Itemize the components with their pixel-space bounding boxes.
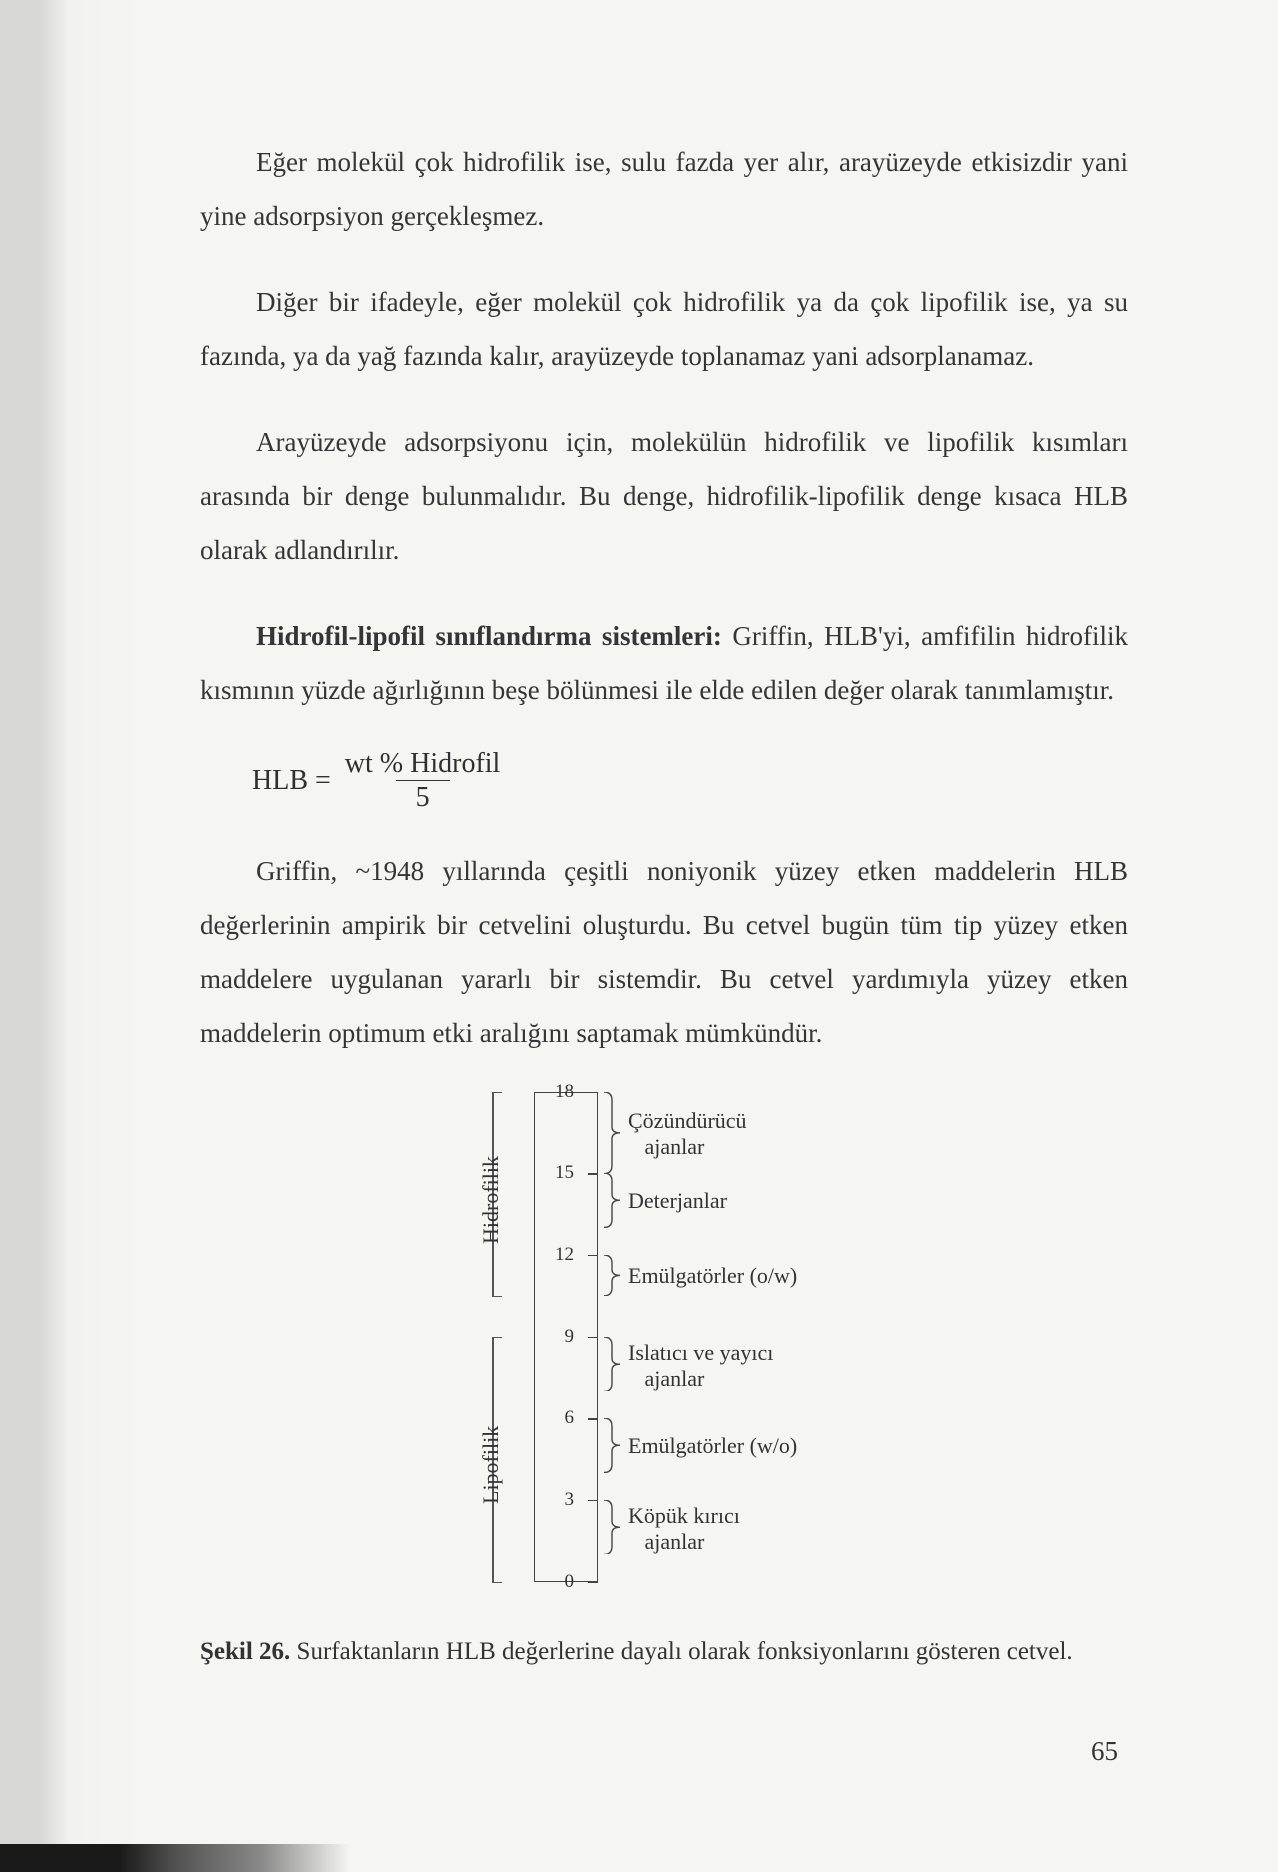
scale-tick-label: 9 [540, 1326, 574, 1348]
range-bracket [604, 1418, 622, 1472]
range-label: Deterjanlar [628, 1188, 727, 1214]
page-number: 65 [1091, 1736, 1118, 1767]
range-label: Çözündürücü ajanlar [628, 1108, 747, 1160]
paragraph-2: Diğer bir ifadeyle, eğer molekül çok hid… [200, 275, 1128, 383]
paragraph-4-heading: Hidrofil-lipofil sınıflandırma sistemler… [256, 621, 722, 651]
side-group-tick [492, 1337, 502, 1339]
hlb-scale-figure: 1815129630Çözündürücü ajanlarDeterjanlar… [384, 1092, 944, 1612]
formula-lhs: HLB = [252, 765, 331, 797]
figure-caption-label: Şekil 26. [200, 1638, 290, 1665]
paragraph-4: Hidrofil-lipofil sınıflandırma sistemler… [200, 609, 1128, 717]
scale-tick [588, 1255, 598, 1257]
formula-numerator: wt % Hidrofil [341, 749, 505, 780]
range-bracket [604, 1255, 622, 1296]
figure-caption: Şekil 26. Surfaktanların HLB değerlerine… [200, 1638, 1128, 1666]
paragraph-3: Arayüzeyde adsorpsiyonu için, molekülün … [200, 415, 1128, 577]
formula-denominator: 5 [396, 780, 450, 814]
scale-tick [588, 1582, 598, 1584]
range-label: Emülgatörler (w/o) [628, 1433, 797, 1459]
side-group-tick [492, 1582, 502, 1584]
scale-tick [588, 1418, 598, 1420]
hlb-formula: HLB = wt % Hidrofil 5 [252, 749, 1128, 814]
range-bracket [604, 1337, 622, 1391]
scale-tick-label: 0 [540, 1571, 574, 1593]
side-group-tick [492, 1092, 502, 1094]
paragraph-1: Eğer molekül çok hidrofilik ise, sulu fa… [200, 135, 1128, 243]
range-label: Islatıcı ve yayıcı ajanlar [628, 1340, 773, 1392]
paragraph-5: Griffin, ~1948 yıllarında çeşitli noniyo… [200, 844, 1128, 1060]
scale-tick-label: 15 [540, 1162, 574, 1184]
figure-caption-text: Surfaktanların HLB değerlerine dayalı ol… [290, 1638, 1072, 1665]
scale-tick-label: 18 [540, 1081, 574, 1103]
side-group-label: Lipofilik [478, 1426, 504, 1504]
scale-tick [588, 1500, 598, 1502]
range-label: Köpük kırıcı ajanlar [628, 1503, 740, 1555]
scale-tick-label: 12 [540, 1244, 574, 1266]
formula-fraction: wt % Hidrofil 5 [341, 749, 505, 814]
scale-tick-label: 6 [540, 1407, 574, 1429]
figure-wrap: 1815129630Çözündürücü ajanlarDeterjanlar… [200, 1092, 1128, 1612]
scale-tick [588, 1173, 598, 1175]
scale-tick-label: 3 [540, 1489, 574, 1511]
range-bracket [604, 1500, 622, 1554]
side-group-tick [492, 1296, 502, 1298]
document-page: Eğer molekül çok hidrofilik ise, sulu fa… [0, 0, 1278, 1872]
scale-tick [588, 1337, 598, 1339]
range-bracket [604, 1173, 622, 1227]
scale-tick [588, 1092, 598, 1094]
range-bracket [604, 1092, 622, 1174]
scan-artifact-strip [0, 1844, 350, 1872]
side-group-label: Hidrofilik [478, 1156, 504, 1244]
range-label: Emülgatörler (o/w) [628, 1263, 797, 1289]
